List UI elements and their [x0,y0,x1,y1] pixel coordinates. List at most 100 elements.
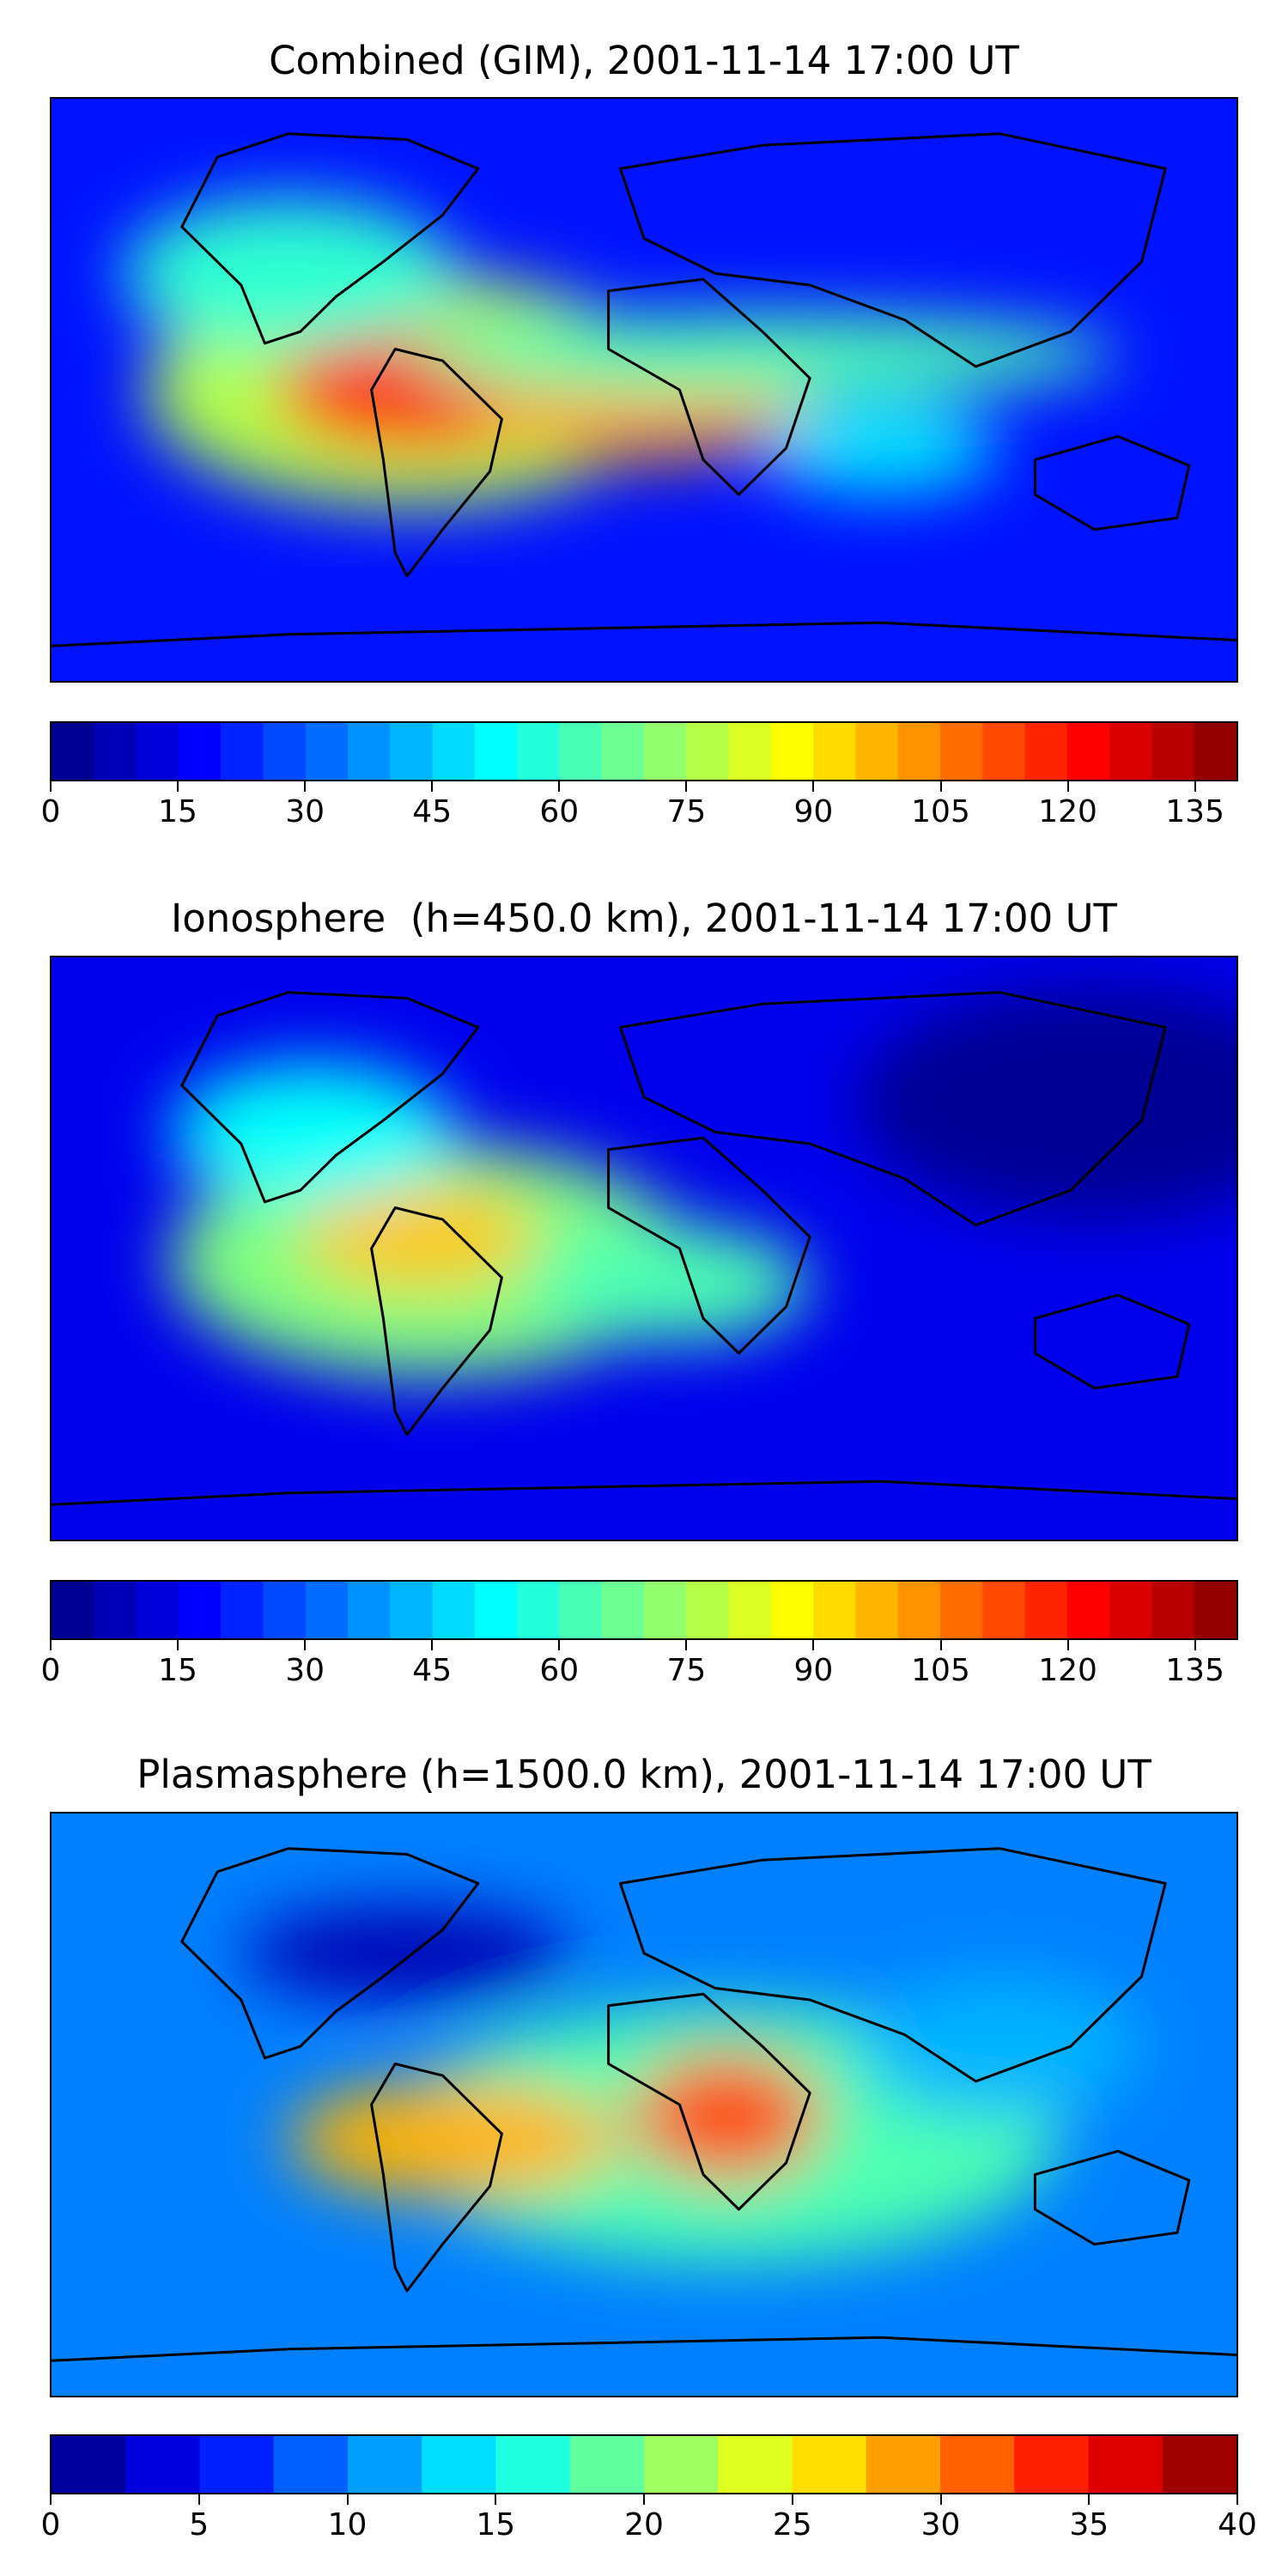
colorbar-swatch-8 [390,1582,434,1638]
panel-1-map [50,97,1238,683]
panel-2-map [50,956,1238,1541]
colorbar-swatch-23 [1024,723,1068,780]
tick-label: 60 [539,794,580,829]
tick-label: 105 [911,794,970,829]
tick-mark [1194,781,1196,792]
field-blob-3 [170,1062,455,1202]
tick-label: 45 [412,794,453,829]
coastline-5 [52,2336,1236,2362]
tick-label: 120 [1038,1653,1097,1688]
field-blob-4 [122,197,455,349]
tick-label: 30 [285,1653,325,1688]
coastline-3 [618,991,1167,1227]
panel-2-colorbar [50,1580,1238,1640]
colorbar-swatch-15 [686,1582,730,1638]
colorbar-swatch-22 [982,1582,1026,1638]
tick-label: 15 [158,794,197,829]
colorbar-swatch-25 [1109,723,1153,780]
panel-2-title: Ionosphere (h=450.0 km), 2001-11-14 17:0… [170,896,1118,941]
tick-label: 20 [624,2507,664,2543]
panel-2-colorbar-ticks: 0 15 30 45 60 75 90 105 120 135 [41,1640,1238,1692]
coastline-2 [607,1992,811,2211]
tick-mark [304,1640,307,1650]
colorbar-swatch-6 [305,1582,349,1638]
coastline-1 [370,2063,503,2293]
colorbar-swatch-10 [474,723,518,780]
colorbar-swatch-5 [263,723,307,780]
colorbar-swatch-18 [813,723,857,780]
coastline-1 [370,348,503,578]
colorbar-swatch-2 [136,723,179,780]
colorbar-swatch-19 [855,1582,899,1638]
colorbar-swatch-7 [569,2436,645,2493]
coastline-4 [1033,1293,1191,1390]
tick-label: 0 [40,794,61,829]
tick-mark [685,1640,688,1650]
tick-mark [197,2494,200,2505]
colorbar-swatch-0 [52,1582,94,1638]
colorbar-swatch-11 [517,723,561,780]
field-blob-1 [300,1184,538,1290]
colorbar-swatch-22 [982,723,1026,780]
colorbar-swatch-0 [52,2436,126,2493]
tick-mark [812,781,815,792]
coastline-3 [618,1847,1167,2083]
colorbar-swatch-4 [348,2436,422,2493]
coastline-2 [607,277,811,496]
colorbar-swatch-5 [263,1582,307,1638]
field-blob-3 [857,1976,1142,2117]
colorbar-swatch-24 [1066,723,1110,780]
colorbar-swatch-11 [866,2436,941,2493]
tick-label: 90 [793,1653,834,1688]
colorbar-swatch-1 [94,723,137,780]
coastline-1 [370,1206,503,1437]
tick-label: 5 [189,2507,210,2543]
panel-1-field [52,99,1236,681]
panel-2-colorbar-swatches [52,1582,1236,1638]
tick-label: 90 [793,794,834,829]
field-blob-3 [407,313,1118,396]
colorbar-swatch-9 [718,2436,793,2493]
tick-label: 25 [772,2507,812,2543]
colorbar-swatch-6 [495,2436,571,2493]
coastline-5 [52,1479,1236,1506]
colorbar-swatch-5 [422,2436,497,2493]
tick-mark [431,1640,434,1650]
panel-1-title: Combined (GIM), 2001-11-14 17:00 UT [269,38,1019,83]
tick-label: 75 [666,794,707,829]
tick-mark [1066,781,1069,792]
colorbar-swatch-0 [52,723,94,780]
colorbar-swatch-6 [305,723,349,780]
panel-2-field [52,957,1236,1540]
field-blob-4 [857,986,1236,1220]
colorbar-swatch-17 [770,723,814,780]
colorbar-swatch-8 [390,723,434,780]
tick-mark [812,1640,815,1650]
colorbar-swatch-12 [940,2436,1015,2493]
tick-label: 10 [327,2507,368,2543]
tick-mark [177,1640,179,1650]
colorbar-swatch-9 [432,723,476,780]
tick-mark [1066,1640,1069,1650]
colorbar-swatch-21 [940,1582,983,1638]
colorbar-swatch-4 [221,1582,264,1638]
colorbar-swatch-20 [897,1582,941,1638]
tick-mark [1194,1640,1196,1650]
colorbar-swatch-27 [1194,1582,1236,1638]
colorbar-swatch-10 [474,1582,518,1638]
colorbar-swatch-13 [601,1582,645,1638]
tick-label: 0 [40,1653,61,1688]
panel-1-colorbar-swatches [52,723,1236,780]
tick-mark [1088,2494,1091,2505]
panel-3-title: Plasmasphere (h=1500.0 km), 2001-11-14 1… [137,1752,1151,1797]
field-blob-5 [762,401,999,495]
tick-label: 60 [539,1653,580,1688]
colorbar-swatch-25 [1109,1582,1153,1638]
colorbar-swatch-1 [125,2436,201,2493]
field-blob-2 [526,1224,811,1342]
tick-label: 120 [1038,794,1097,829]
tick-mark [495,2494,497,2505]
tick-label: 15 [476,2507,516,2543]
colorbar-swatch-14 [1088,2436,1163,2493]
tick-mark [939,1640,942,1650]
